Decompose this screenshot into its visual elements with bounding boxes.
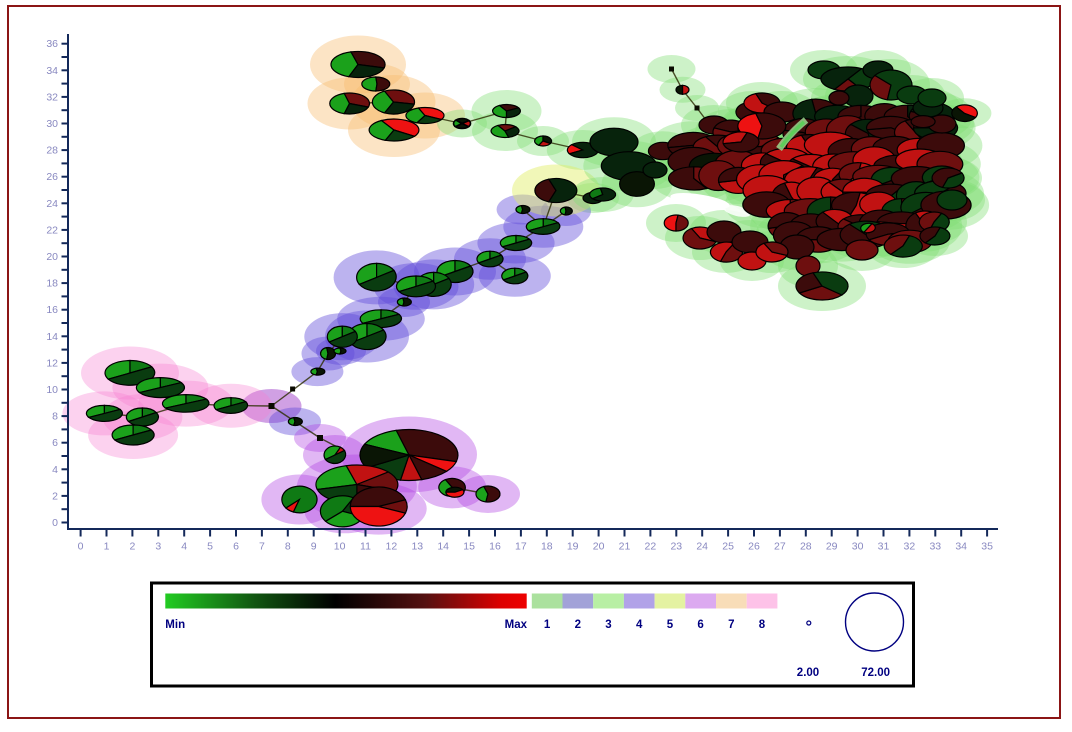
svg-text:18: 18 bbox=[46, 278, 58, 290]
svg-text:21: 21 bbox=[619, 541, 631, 553]
svg-text:2: 2 bbox=[575, 619, 581, 631]
svg-text:Max: Max bbox=[505, 619, 528, 631]
svg-text:32: 32 bbox=[46, 91, 58, 103]
svg-text:72.00: 72.00 bbox=[861, 667, 890, 679]
svg-text:2: 2 bbox=[129, 541, 135, 553]
svg-text:28: 28 bbox=[46, 145, 58, 157]
svg-text:25: 25 bbox=[722, 541, 734, 553]
svg-text:0: 0 bbox=[52, 517, 58, 529]
svg-text:0: 0 bbox=[78, 541, 84, 553]
svg-text:8: 8 bbox=[285, 541, 291, 553]
svg-text:30: 30 bbox=[852, 541, 864, 553]
svg-text:11: 11 bbox=[360, 541, 371, 553]
svg-text:4: 4 bbox=[636, 619, 643, 631]
svg-text:34: 34 bbox=[46, 65, 58, 77]
svg-text:10: 10 bbox=[334, 541, 346, 553]
svg-text:8: 8 bbox=[52, 411, 58, 423]
svg-text:32: 32 bbox=[904, 541, 916, 553]
svg-text:36: 36 bbox=[46, 38, 58, 50]
svg-text:15: 15 bbox=[463, 541, 475, 553]
svg-text:30: 30 bbox=[46, 118, 58, 130]
svg-text:16: 16 bbox=[46, 304, 58, 316]
svg-text:7: 7 bbox=[259, 541, 265, 553]
svg-text:23: 23 bbox=[670, 541, 682, 553]
svg-text:7: 7 bbox=[728, 619, 734, 631]
svg-text:17: 17 bbox=[515, 541, 527, 553]
svg-text:26: 26 bbox=[46, 171, 58, 183]
svg-text:14: 14 bbox=[46, 331, 58, 343]
svg-text:26: 26 bbox=[748, 541, 760, 553]
svg-text:29: 29 bbox=[826, 541, 838, 553]
svg-text:3: 3 bbox=[605, 619, 611, 631]
svg-text:2: 2 bbox=[52, 490, 58, 502]
svg-text:3: 3 bbox=[155, 541, 161, 553]
svg-text:9: 9 bbox=[311, 541, 317, 553]
svg-text:19: 19 bbox=[567, 541, 579, 553]
svg-text:18: 18 bbox=[541, 541, 553, 553]
svg-text:22: 22 bbox=[645, 541, 657, 553]
svg-text:12: 12 bbox=[386, 541, 398, 553]
svg-text:4: 4 bbox=[52, 464, 58, 476]
svg-text:16: 16 bbox=[489, 541, 501, 553]
svg-text:12: 12 bbox=[46, 357, 58, 369]
svg-text:6: 6 bbox=[52, 437, 58, 449]
svg-text:24: 24 bbox=[696, 541, 708, 553]
svg-text:6: 6 bbox=[697, 619, 703, 631]
svg-text:6: 6 bbox=[233, 541, 239, 553]
svg-text:13: 13 bbox=[411, 541, 423, 553]
svg-text:24: 24 bbox=[46, 198, 58, 210]
svg-text:5: 5 bbox=[667, 619, 674, 631]
svg-text:20: 20 bbox=[593, 541, 605, 553]
svg-text:28: 28 bbox=[800, 541, 812, 553]
svg-text:20: 20 bbox=[46, 251, 58, 263]
svg-text:34: 34 bbox=[955, 541, 967, 553]
svg-text:5: 5 bbox=[207, 541, 213, 553]
svg-text:8: 8 bbox=[759, 619, 766, 631]
svg-text:1: 1 bbox=[544, 619, 551, 631]
svg-text:27: 27 bbox=[774, 541, 786, 553]
svg-text:2.00: 2.00 bbox=[797, 667, 819, 679]
svg-text:4: 4 bbox=[181, 541, 187, 553]
svg-text:14: 14 bbox=[437, 541, 449, 553]
svg-text:31: 31 bbox=[878, 541, 890, 553]
svg-text:22: 22 bbox=[46, 224, 58, 236]
svg-text:10: 10 bbox=[46, 384, 58, 396]
svg-text:Min: Min bbox=[165, 619, 185, 631]
svg-text:33: 33 bbox=[929, 541, 941, 553]
svg-text:35: 35 bbox=[981, 541, 993, 553]
svg-text:1: 1 bbox=[104, 541, 110, 553]
